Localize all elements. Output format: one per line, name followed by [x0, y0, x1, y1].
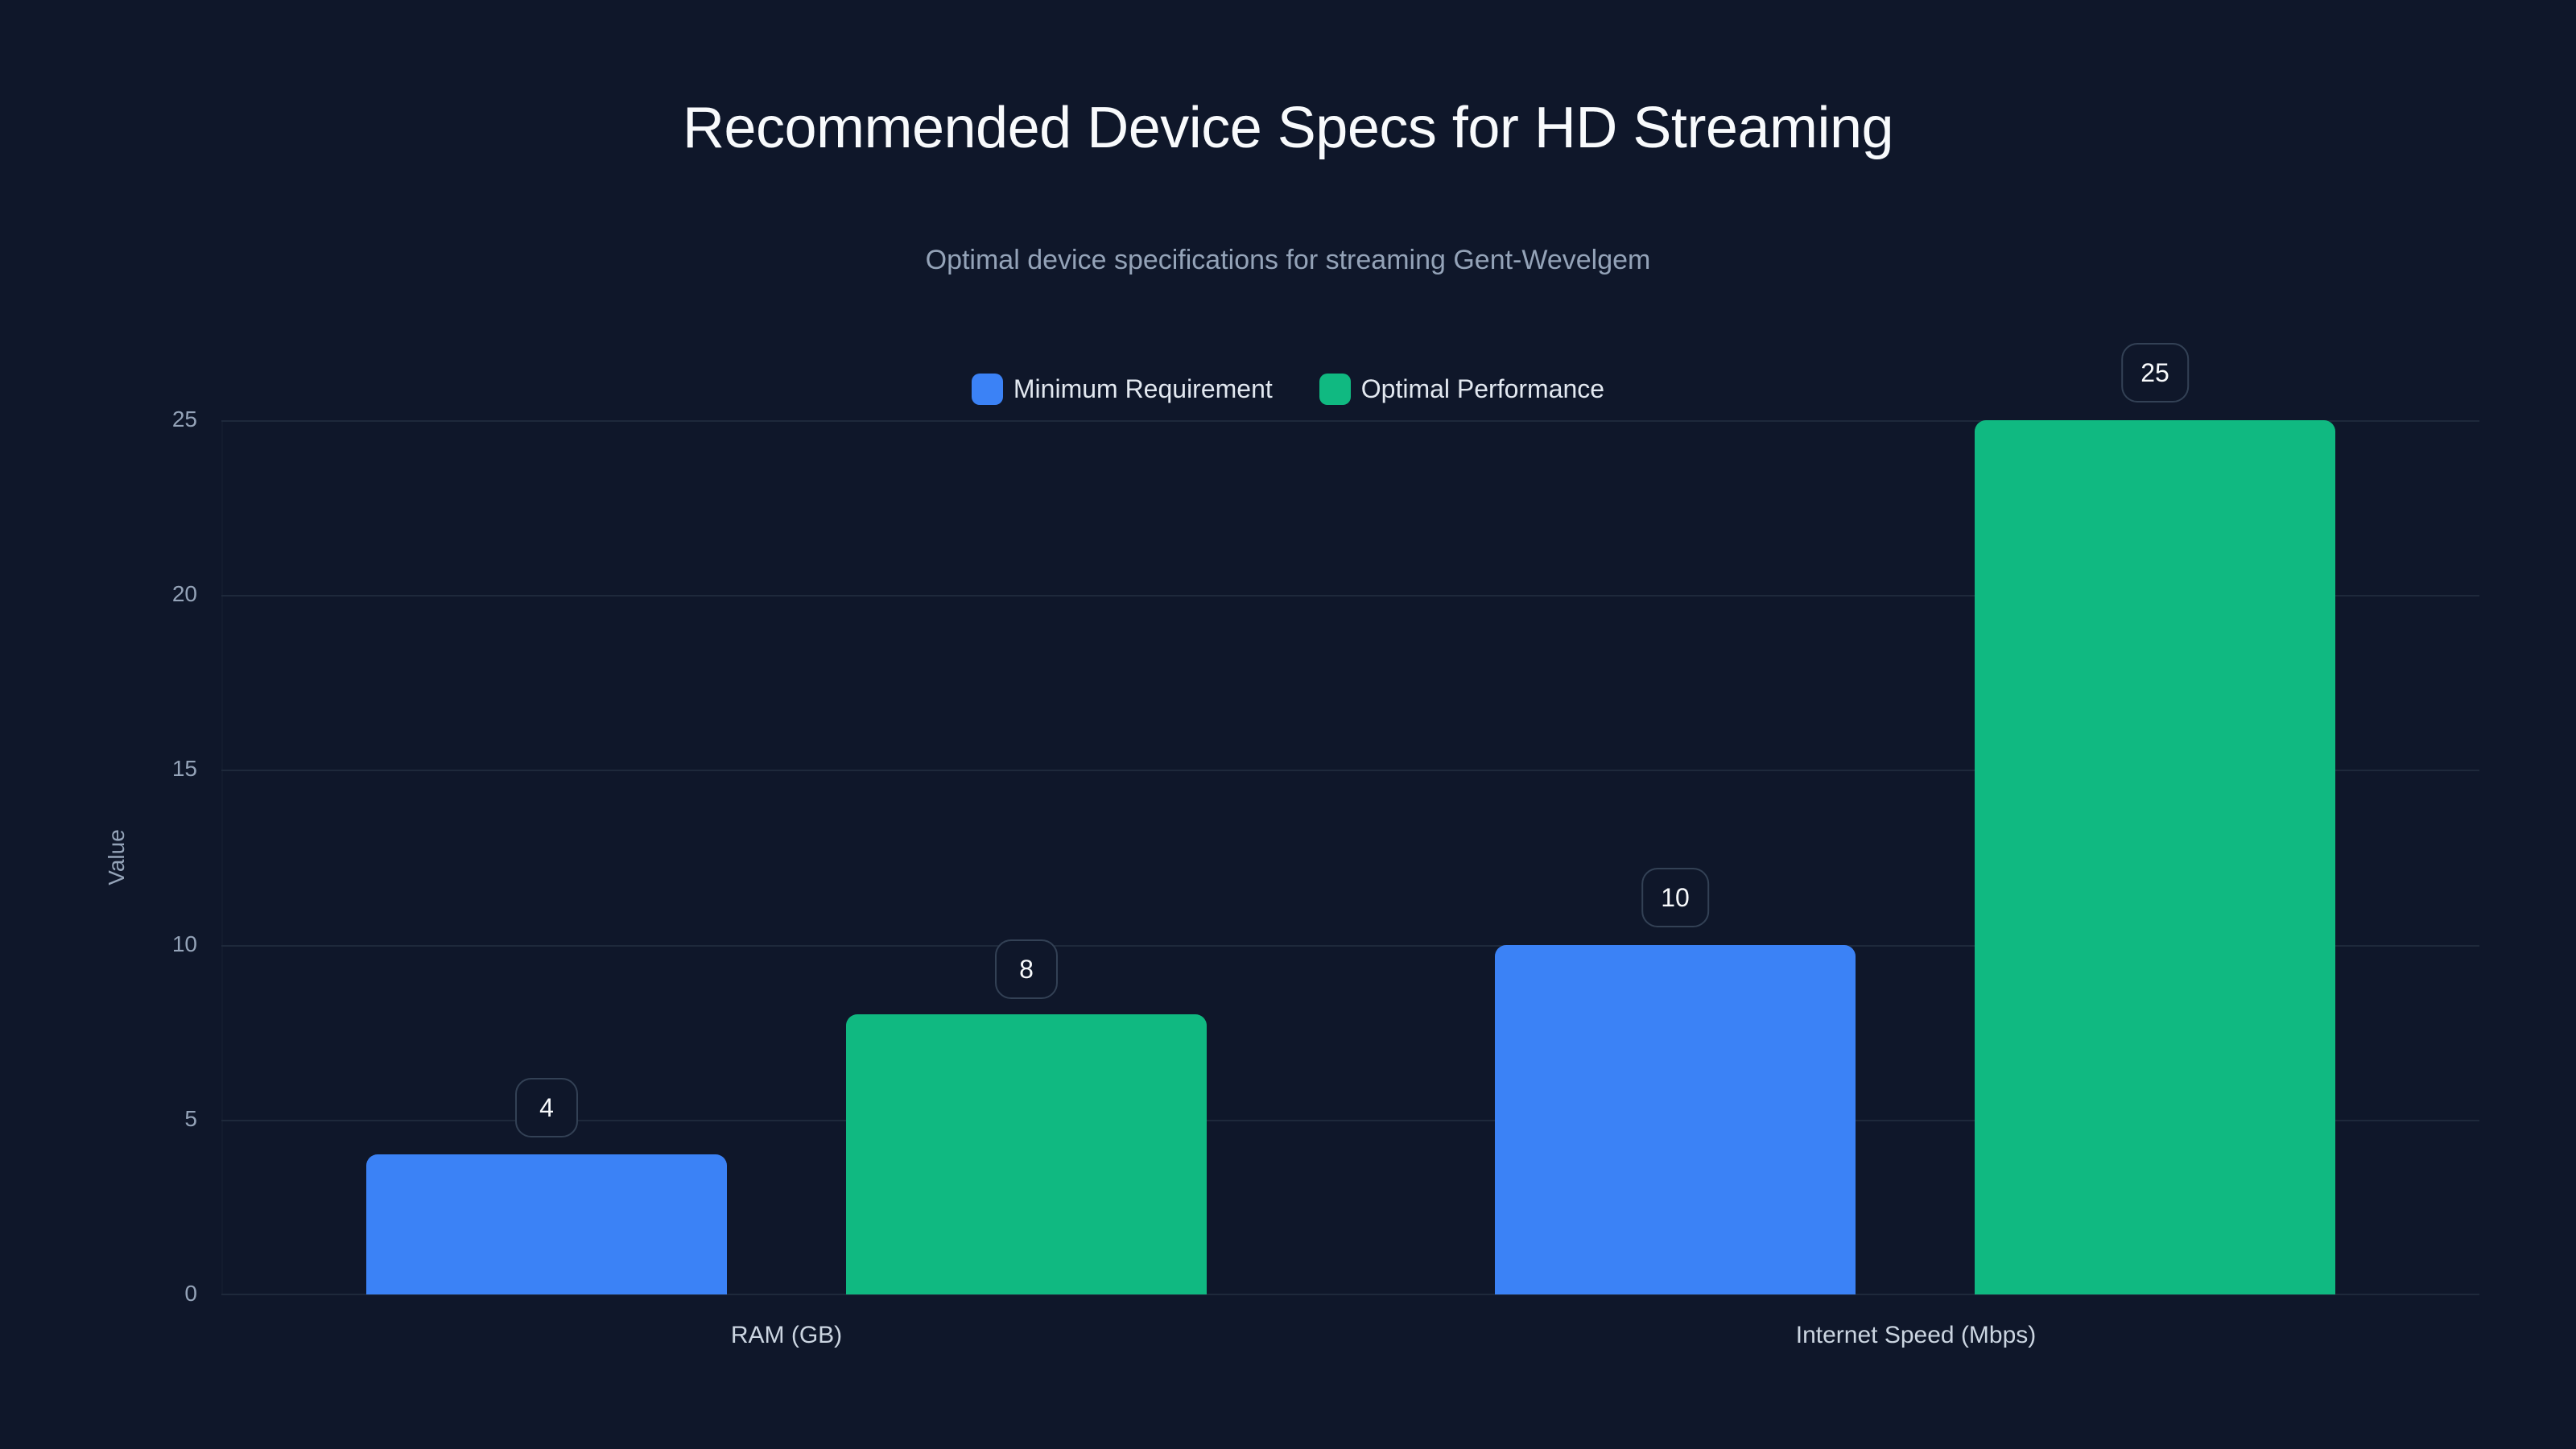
- gridline-10: [221, 945, 2479, 947]
- bar-internet-optimal[interactable]: [1975, 420, 2335, 1294]
- bar-ram-optimal[interactable]: [846, 1014, 1207, 1294]
- legend-item-optimal[interactable]: Optimal Performance: [1319, 374, 1604, 405]
- data-label-internet-optimal: 25: [2121, 343, 2189, 402]
- y-tick-5: 5: [184, 1106, 197, 1131]
- y-axis-label: Value: [104, 829, 129, 886]
- y-tick-0: 0: [184, 1281, 197, 1306]
- y-tick-10: 10: [171, 931, 197, 956]
- legend-label-minimum: Minimum Requirement: [1013, 374, 1273, 403]
- gridline-15: [221, 770, 2479, 771]
- plot-area: 4 8 10 25: [221, 343, 2479, 1295]
- data-label-ram-optimal: 8: [995, 939, 1058, 999]
- y-tick-25: 25: [171, 407, 197, 431]
- legend-item-minimum[interactable]: Minimum Requirement: [971, 374, 1273, 405]
- y-tick-20: 20: [171, 581, 197, 606]
- x-category-ram: RAM (GB): [730, 1322, 843, 1348]
- bar-ram-minimum[interactable]: [366, 1154, 727, 1294]
- legend-label-optimal: Optimal Performance: [1360, 374, 1605, 403]
- x-category-internet-speed: Internet Speed (Mbps): [1795, 1322, 2037, 1348]
- chart-subtitle: Optimal device specifications for stream…: [925, 245, 1651, 275]
- y-axis-line: [221, 420, 223, 1294]
- legend: Minimum Requirement Optimal Performance: [0, 374, 2576, 405]
- bar-internet-minimum[interactable]: [1495, 945, 1856, 1294]
- legend-swatch-optimal: [1319, 374, 1351, 405]
- gridline-5: [221, 1120, 2479, 1121]
- legend-swatch-minimum: [971, 374, 1003, 405]
- chart-title: Recommended Device Specs for HD Streamin…: [682, 96, 1894, 160]
- data-label-internet-minimum: 10: [1641, 868, 1709, 927]
- gridline-20: [221, 595, 2479, 597]
- y-tick-15: 15: [171, 756, 197, 781]
- gridline-0: [221, 1294, 2479, 1295]
- data-label-ram-minimum: 4: [515, 1078, 578, 1137]
- gridline-25: [221, 420, 2479, 422]
